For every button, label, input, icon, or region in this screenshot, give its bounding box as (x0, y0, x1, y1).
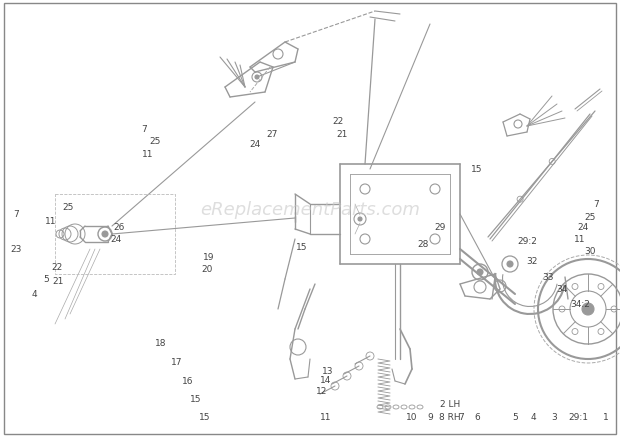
Text: 15: 15 (199, 413, 211, 421)
Text: 29:1: 29:1 (568, 413, 588, 421)
Text: 14: 14 (321, 376, 332, 385)
Text: 23: 23 (11, 245, 22, 254)
Text: 29:2: 29:2 (517, 237, 537, 246)
Circle shape (582, 303, 594, 315)
Text: 24: 24 (110, 235, 122, 244)
Text: 22: 22 (51, 263, 63, 272)
Text: 15: 15 (190, 395, 202, 403)
Text: 22: 22 (332, 117, 343, 126)
Text: 20: 20 (202, 265, 213, 274)
Text: 5: 5 (512, 413, 518, 421)
Text: 18: 18 (155, 339, 167, 348)
Text: 27: 27 (267, 130, 278, 139)
Text: 6: 6 (474, 413, 480, 421)
Text: 13: 13 (322, 367, 334, 376)
Text: 24: 24 (249, 140, 260, 149)
Text: 11: 11 (45, 217, 57, 226)
Text: 11: 11 (574, 235, 586, 244)
Text: 33: 33 (542, 273, 554, 282)
Circle shape (102, 231, 108, 237)
Text: 16: 16 (182, 377, 193, 385)
Text: 9: 9 (427, 413, 433, 421)
Text: 11: 11 (142, 150, 154, 159)
Text: 25: 25 (584, 213, 596, 222)
Text: 3: 3 (551, 413, 557, 421)
Text: 19: 19 (203, 253, 215, 262)
Text: 25: 25 (63, 203, 74, 212)
Text: 4: 4 (530, 413, 536, 421)
Text: 21: 21 (336, 130, 348, 139)
Text: 2 LH: 2 LH (440, 399, 460, 409)
Text: 7: 7 (13, 210, 19, 219)
Text: 34: 34 (556, 285, 568, 294)
Text: 30: 30 (584, 247, 596, 256)
Text: 7: 7 (593, 200, 599, 209)
Text: 7: 7 (458, 413, 464, 421)
Circle shape (358, 218, 362, 222)
Text: 7: 7 (141, 125, 147, 134)
Text: 24: 24 (577, 223, 588, 232)
Text: 29: 29 (435, 223, 446, 232)
Text: 21: 21 (52, 277, 64, 286)
Text: 25: 25 (149, 137, 161, 146)
Circle shape (507, 261, 513, 267)
Text: eReplacementParts.com: eReplacementParts.com (200, 201, 420, 219)
Text: 4: 4 (31, 290, 37, 299)
Text: 28: 28 (417, 240, 428, 249)
Text: 10: 10 (406, 413, 418, 421)
Circle shape (255, 76, 259, 80)
Text: 32: 32 (526, 257, 538, 266)
Text: 15: 15 (471, 165, 483, 174)
Text: 15: 15 (296, 243, 308, 252)
Text: 12: 12 (316, 387, 328, 396)
Text: 34:2: 34:2 (570, 300, 590, 309)
Text: 1: 1 (603, 413, 609, 421)
Text: 5: 5 (43, 275, 49, 284)
Circle shape (477, 269, 483, 276)
Text: 17: 17 (171, 358, 183, 367)
Text: 26: 26 (113, 223, 125, 232)
Text: 11: 11 (321, 413, 332, 421)
Text: 8 RH: 8 RH (439, 413, 461, 421)
